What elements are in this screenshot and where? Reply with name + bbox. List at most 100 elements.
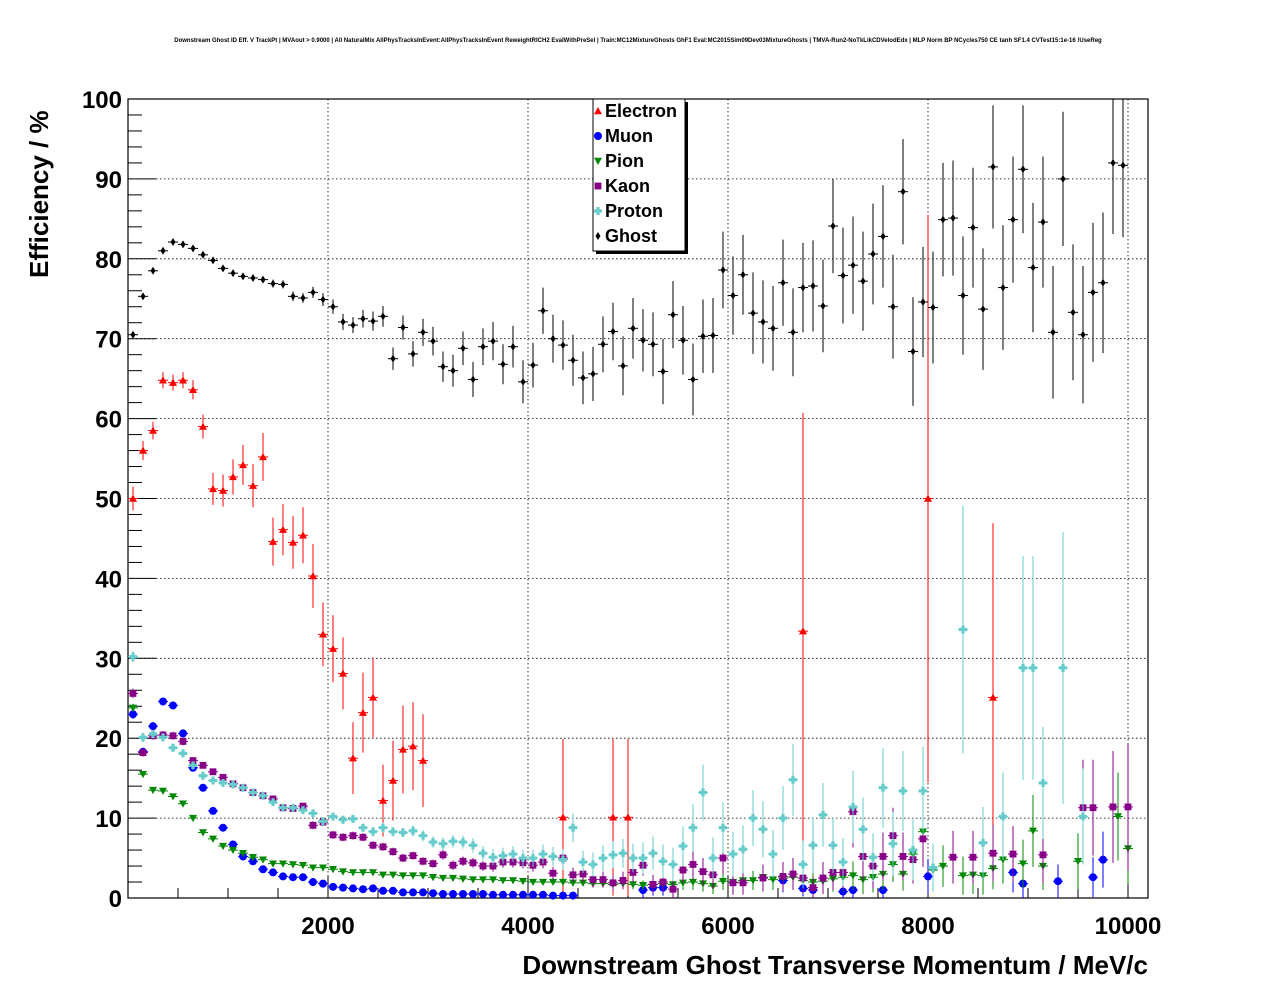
electron-marker [339,669,347,677]
electron-data-point [318,602,328,667]
electron-marker [159,376,167,384]
muon-marker [509,890,517,899]
ghost-marker [520,377,526,386]
pion-marker [719,878,727,886]
muon-data-point [458,890,468,899]
electron-data-point [388,740,398,821]
y-tick-label: 50 [95,487,122,514]
proton-marker [339,815,347,824]
ghost-data-point [638,309,648,372]
ghost-marker [560,341,566,350]
electron-marker [924,494,932,502]
kaon-marker [309,821,317,829]
electron-marker [359,708,367,716]
ghost-marker [580,373,586,382]
ghost-data-point [828,178,838,274]
kaon-marker [189,757,197,764]
ghost-marker [720,265,726,274]
proton-data-point [278,803,288,812]
muon-data-point [923,858,933,895]
proton-data-point [428,836,438,848]
electron-data-point [358,672,368,753]
pion-marker [1074,858,1082,866]
electron-marker [219,486,227,494]
ghost-marker [310,288,316,297]
muon-marker [289,873,297,882]
muon-marker [559,891,567,900]
proton-marker [309,809,317,818]
muon-marker [489,890,497,899]
legend-box [592,98,686,252]
ghost-data-point [968,167,978,288]
ghost-data-point [858,231,868,331]
muon-data-point [348,884,358,893]
pion-data-point [298,862,308,870]
muon-data-point [408,888,418,897]
proton-data-point [848,770,858,843]
legend-kaon-marker [594,182,602,190]
proton-marker [679,842,688,851]
muon-marker [449,890,457,899]
proton-data-point [338,815,348,824]
proton-marker [459,838,467,847]
ghost-marker [460,344,466,353]
proton-marker [639,854,648,863]
ghost-marker [370,317,376,326]
muon-marker [349,884,357,893]
kaon-data-point [788,858,798,891]
muon-data-point [448,890,458,899]
muon-data-point [1088,857,1098,898]
muon-marker [279,872,287,881]
pion-marker [279,860,287,868]
y-tick-label: 0 [109,886,122,913]
ghost-marker [430,337,436,346]
electron-data-point [278,504,288,556]
pion-data-point [328,866,338,874]
kaon-marker [699,868,707,876]
pion-data-point [158,787,168,795]
ghost-marker [650,340,656,349]
ghost-marker [330,302,336,311]
proton-data-point [718,802,728,854]
kaon-marker [549,869,557,877]
ghost-marker [760,317,766,326]
pion-data-point [148,786,158,795]
proton-data-point [878,747,888,828]
kaon-data-point [738,870,748,895]
ghost-data-point [648,312,658,377]
muon-data-point [1053,864,1063,898]
legend-electron-marker [594,107,602,115]
kaon-data-point [778,862,788,891]
pion-data-point [468,876,478,884]
ghost-marker [640,336,646,345]
kaon-marker [689,861,697,868]
kaon-data-point [818,862,828,895]
ghost-marker [790,328,796,337]
pion-data-point [228,846,238,855]
muon-marker [169,701,177,710]
proton-data-point [388,826,398,837]
pion-marker [959,872,967,880]
proton-marker [389,827,397,836]
ghost-data-point [1078,265,1088,404]
muon-marker [529,890,537,899]
kaon-marker [729,879,737,887]
proton-data-point [678,826,688,867]
electron-marker [279,525,287,533]
ghost-marker [850,261,856,270]
proton-marker [569,823,578,832]
pion-data-point [278,860,288,868]
pion-marker [499,877,507,885]
electron-marker [349,754,357,762]
ghost-data-point [688,343,698,416]
ghost-data-point [348,317,358,334]
electron-marker [129,494,137,502]
kaon-data-point [128,688,138,699]
kaon-marker [439,851,447,859]
kaon-marker [719,854,727,862]
ghost-data-point [808,240,818,332]
pion-marker [419,872,427,880]
kaon-data-point [468,858,478,868]
proton-data-point [398,827,408,838]
